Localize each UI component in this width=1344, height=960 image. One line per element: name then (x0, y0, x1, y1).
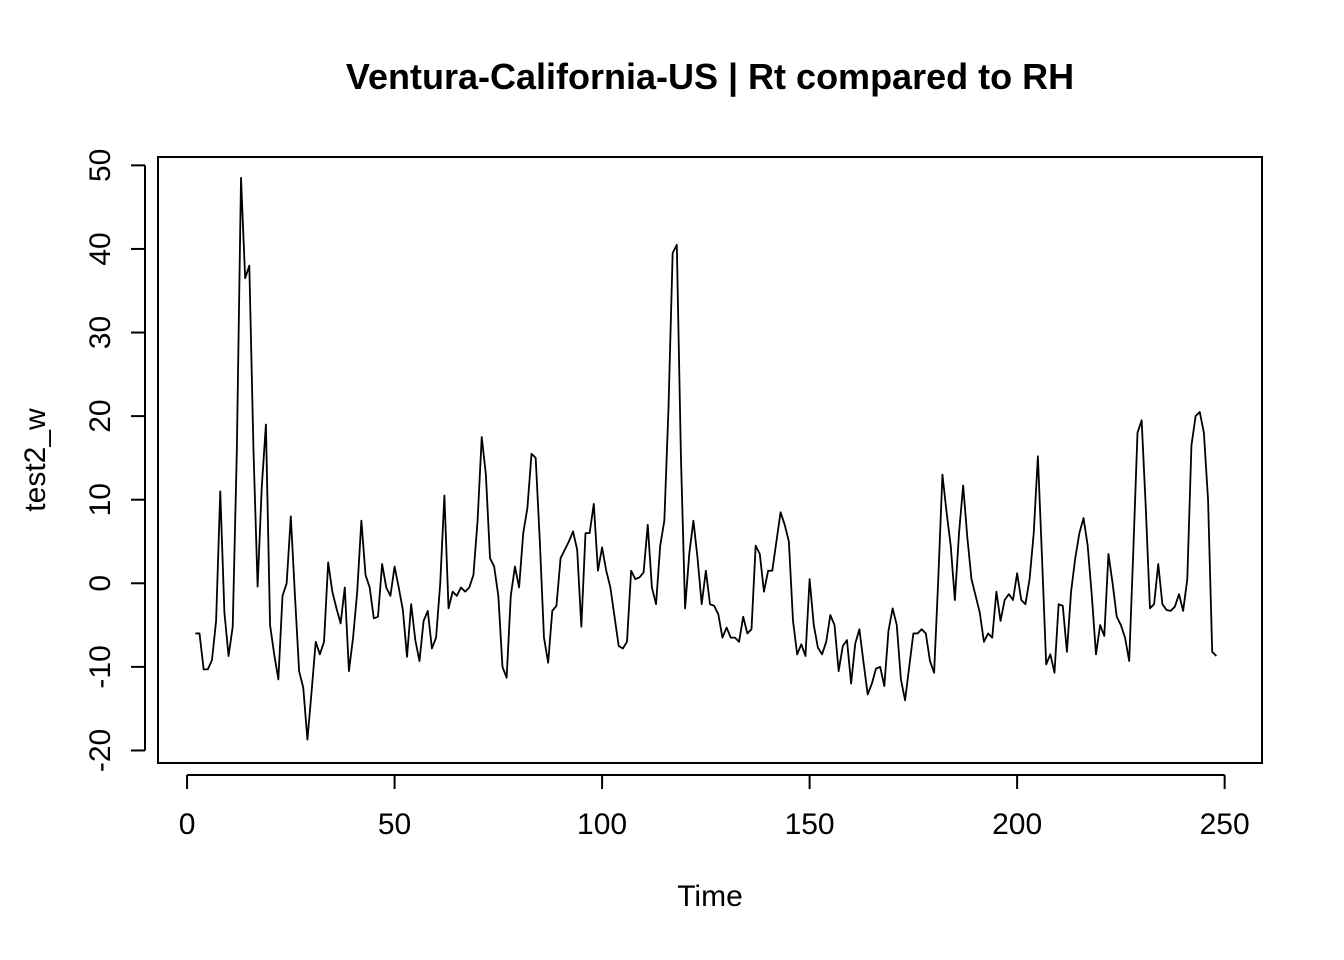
y-tick-label: 40 (84, 232, 117, 265)
y-tick-label: -20 (84, 729, 117, 772)
y-tick-label: 50 (84, 149, 117, 182)
x-tick-label: 100 (577, 808, 627, 841)
y-tick-label: 30 (84, 316, 117, 349)
series-line (195, 176, 1217, 741)
x-tick-label: 0 (179, 808, 196, 841)
x-tick-label: 50 (378, 808, 411, 841)
plot-frame (157, 156, 1263, 764)
x-axis-label: Time (677, 880, 743, 913)
x-tick-label: 250 (1200, 808, 1250, 841)
y-tick-label: 20 (84, 399, 117, 432)
y-tick-label: 10 (84, 483, 117, 516)
y-tick-label: 0 (84, 575, 117, 592)
y-tick-label: -10 (84, 645, 117, 688)
chart-title: Ventura-California-US | Rt compared to R… (345, 56, 1075, 97)
y-axis: -20 -10 0 10 20 30 40 50 (84, 149, 146, 772)
x-tick-label: 150 (785, 808, 835, 841)
x-tick-label: 200 (992, 808, 1042, 841)
x-axis: 0 50 100 150 200 250 (179, 774, 1250, 841)
